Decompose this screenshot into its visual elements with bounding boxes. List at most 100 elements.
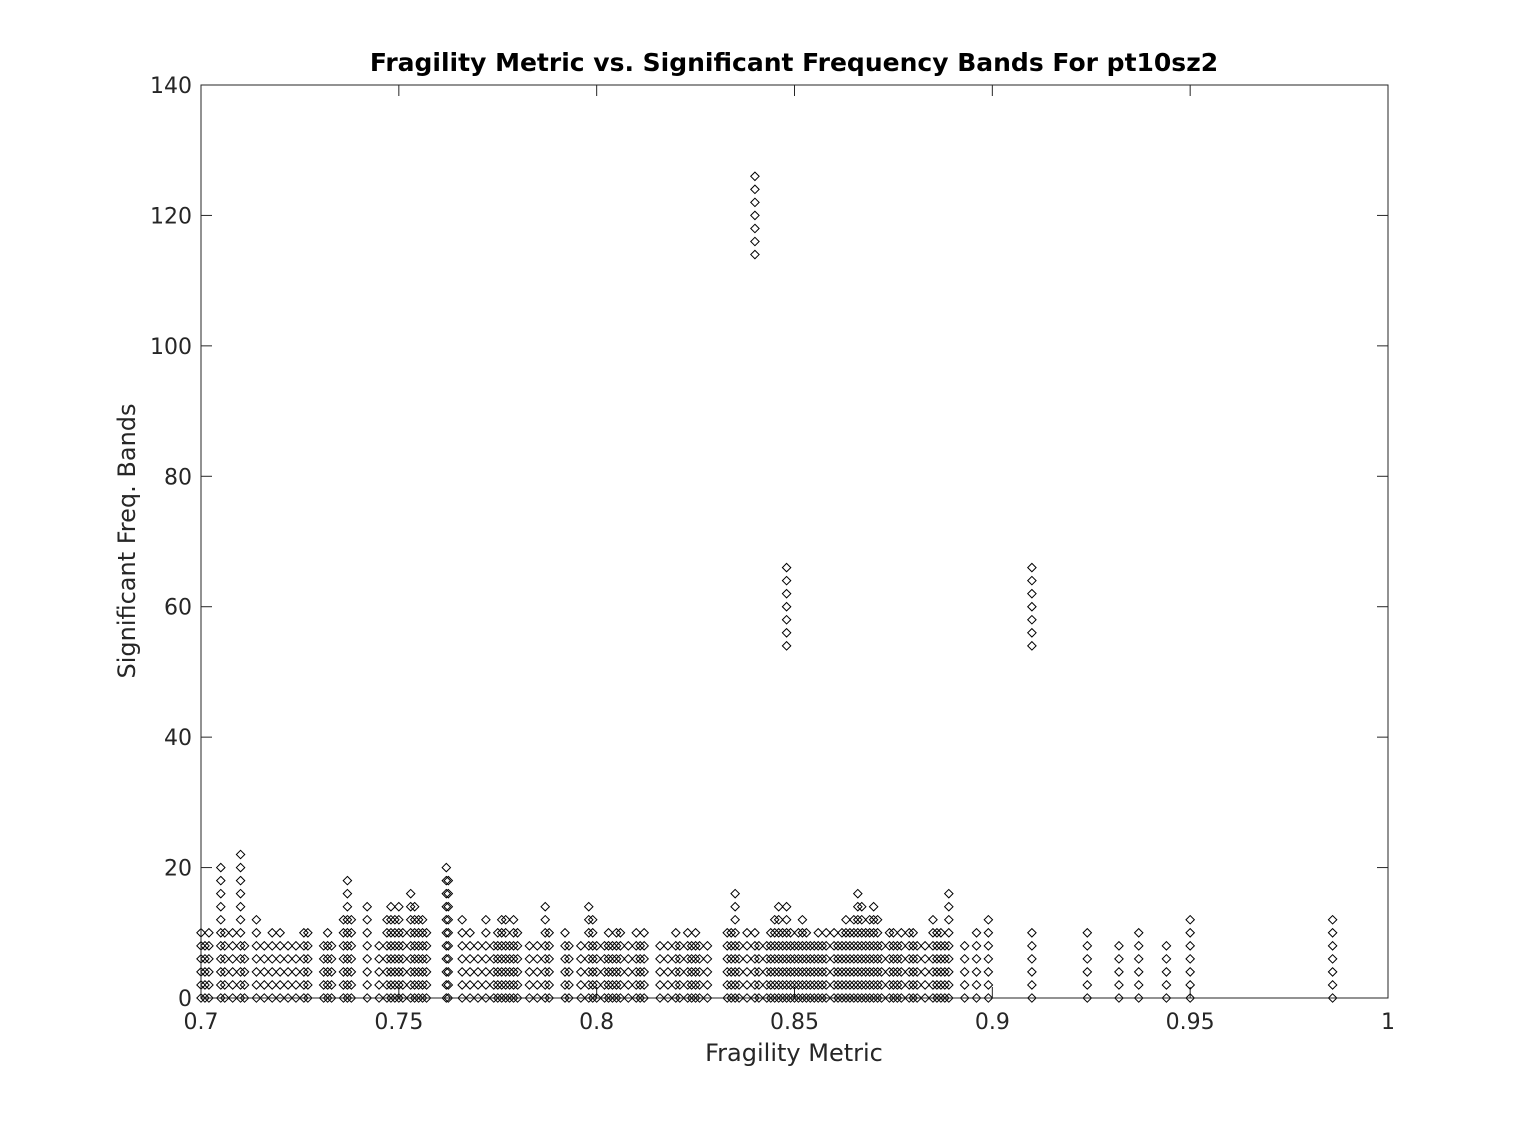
data-point [734, 993, 745, 1003]
data-point [362, 967, 373, 977]
data-point [928, 927, 938, 938]
data-point [694, 967, 705, 977]
data-point [405, 901, 416, 912]
data-point [841, 940, 851, 951]
data-point [920, 993, 930, 1003]
data-point [215, 901, 226, 912]
data-point [204, 927, 214, 938]
data-point [259, 993, 270, 1003]
y-axis-label: Significant Freq. Bands [113, 403, 141, 678]
data-point [809, 980, 820, 990]
data-point [417, 980, 428, 990]
data-point [943, 888, 954, 899]
data-point [971, 953, 982, 964]
data-point [496, 980, 507, 990]
data-point [722, 967, 733, 977]
data-point [773, 914, 784, 925]
data-point [480, 940, 491, 951]
data-point [765, 927, 776, 938]
data-point [623, 940, 634, 951]
data-point [884, 993, 895, 1003]
data-point [443, 901, 454, 912]
data-point [829, 927, 839, 938]
data-point [769, 953, 780, 964]
data-point [789, 967, 800, 977]
data-point [607, 953, 618, 964]
data-point [251, 927, 262, 938]
data-point [821, 993, 832, 1003]
data-point [912, 940, 923, 951]
data-point [500, 967, 511, 977]
data-point [750, 953, 760, 964]
data-point [908, 967, 919, 977]
data-point [943, 914, 954, 925]
data-point [393, 927, 404, 938]
data-point [615, 940, 626, 951]
data-point [575, 940, 586, 951]
data-point [761, 980, 772, 990]
data-point [639, 993, 650, 1003]
data-point [813, 967, 824, 977]
data-point [773, 953, 784, 964]
data-point [734, 980, 745, 990]
data-point [856, 953, 867, 964]
data-point [421, 980, 432, 990]
data-point [615, 993, 626, 1003]
data-point [722, 953, 733, 964]
data-point [876, 967, 887, 977]
x-tick-label: 0.75 [374, 1010, 423, 1035]
data-point [291, 967, 301, 977]
data-point [742, 953, 752, 964]
data-point [599, 993, 610, 1003]
data-point [821, 927, 832, 938]
data-point [662, 967, 673, 977]
data-point [322, 980, 333, 990]
data-point [298, 953, 309, 964]
data-point [868, 927, 879, 938]
data-point [457, 980, 468, 990]
data-point [215, 967, 226, 977]
data-point [793, 940, 804, 951]
data-point [635, 993, 646, 1003]
data-point [239, 980, 250, 990]
data-point [781, 627, 792, 638]
data-point [631, 940, 642, 951]
data-point [1082, 927, 1093, 938]
data-point [560, 927, 570, 938]
plot-box [200, 84, 1389, 999]
data-point [837, 940, 847, 951]
x-tick-label: 0.8 [579, 1010, 614, 1035]
data-point [409, 953, 420, 964]
data-point [777, 940, 788, 951]
data-point [564, 953, 574, 964]
data-point [753, 993, 764, 1003]
data-point [928, 993, 938, 1003]
data-point [777, 953, 788, 964]
data-point [219, 967, 230, 977]
data-point [896, 967, 907, 977]
data-point [686, 940, 697, 951]
data-point [362, 927, 373, 938]
data-point [417, 993, 428, 1003]
data-point [1161, 993, 1172, 1003]
y-tick-label: 40 [164, 726, 192, 751]
data-point [235, 967, 246, 977]
data-point [872, 953, 883, 964]
data-point [275, 967, 286, 977]
data-point [765, 967, 776, 977]
data-point [591, 980, 602, 990]
data-point [393, 953, 404, 964]
data-point [389, 993, 400, 1003]
data-point [1082, 940, 1093, 951]
data-point [382, 993, 392, 1003]
data-point [611, 940, 622, 951]
data-point [781, 588, 792, 599]
data-point [821, 967, 832, 977]
data-point [397, 980, 408, 990]
data-point [682, 940, 693, 951]
data-point [730, 914, 741, 925]
data-point [623, 953, 634, 964]
data-point [864, 980, 875, 990]
data-point [421, 940, 432, 951]
data-point [219, 980, 230, 990]
